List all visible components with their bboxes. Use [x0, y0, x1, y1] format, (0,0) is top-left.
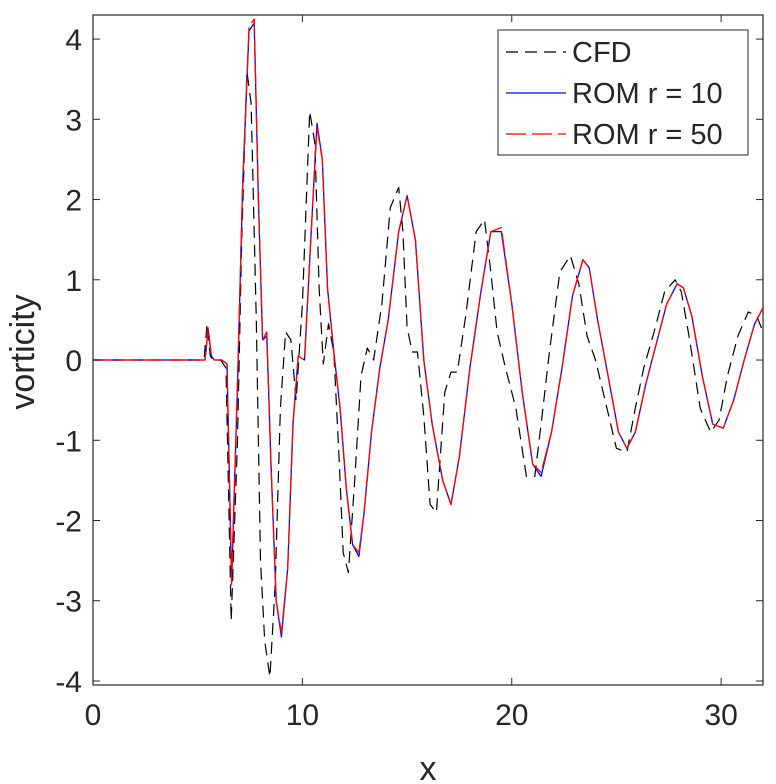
x-tick-label: 10 — [286, 699, 319, 732]
legend-label-0: CFD — [572, 37, 632, 69]
x-tick-label: 0 — [85, 699, 102, 732]
series-line-0 — [93, 70, 764, 678]
y-tick-label: 4 — [65, 24, 82, 57]
y-tick-label: -2 — [55, 506, 82, 539]
y-tick-label: 0 — [65, 345, 82, 378]
legend-entries: CFD ROM r = 10 ROM r = 50 — [506, 37, 723, 151]
y-tick-label: -3 — [55, 586, 82, 619]
x-tick-labels: 0 10 20 30 — [85, 699, 738, 732]
y-tick-label: 3 — [65, 104, 82, 137]
series-layer — [93, 18, 764, 678]
y-tick-label: -1 — [55, 425, 82, 458]
legend: CFD ROM r = 10 ROM r = 50 — [497, 29, 749, 156]
x-tick-label: 20 — [495, 699, 528, 732]
x-tick-label: 30 — [704, 699, 737, 732]
y-tick-label: 1 — [65, 265, 82, 298]
y-tick-label: -4 — [55, 666, 82, 699]
x-axis-label: x — [420, 750, 437, 784]
y-tick-label: 2 — [65, 185, 82, 218]
legend-label-2: ROM r = 50 — [572, 119, 723, 151]
ticks-layer — [92, 15, 763, 685]
y-axis-label: vorticity — [4, 294, 42, 409]
y-tick-labels: -4 -3 -2 -1 0 1 2 3 4 — [55, 24, 82, 699]
series-line-2 — [93, 18, 764, 634]
legend-label-1: ROM r = 10 — [572, 78, 723, 110]
